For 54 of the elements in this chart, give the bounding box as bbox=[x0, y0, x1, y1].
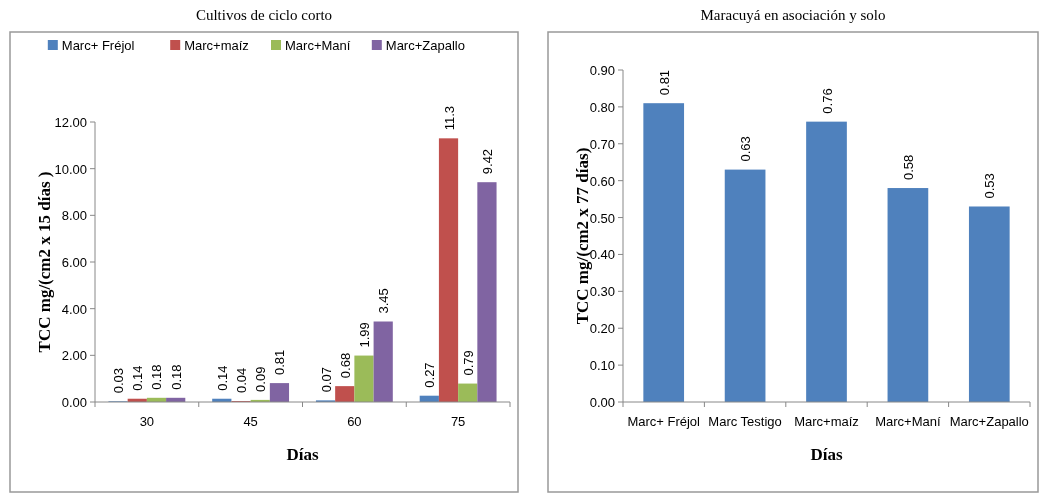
legend-label: Marc+ Fréjol bbox=[61, 38, 135, 53]
data-label: 0.58 bbox=[900, 154, 916, 181]
data-label: 9.42 bbox=[479, 148, 495, 175]
x-tick-label: 30 bbox=[139, 414, 155, 429]
data-label: 0.79 bbox=[460, 350, 476, 376]
y-tick-label: 0.50 bbox=[589, 210, 615, 226]
data-label: 0.81 bbox=[272, 349, 288, 376]
data-label: 0.81 bbox=[656, 69, 672, 96]
x-tick-label: 60 bbox=[347, 414, 362, 429]
y-tick-label: 0.00 bbox=[589, 395, 615, 410]
y-tick-label: 12.00 bbox=[54, 115, 87, 130]
y-tick-label: 2.00 bbox=[61, 348, 87, 364]
data-label: 0.53 bbox=[982, 173, 998, 199]
data-label: 0.18 bbox=[168, 364, 184, 390]
data-label: 0.07 bbox=[318, 367, 334, 393]
data-label: 0.04 bbox=[234, 367, 250, 394]
y-tick-label: 0.80 bbox=[589, 99, 615, 115]
x-tick-label: Marc+ Fréjol bbox=[627, 414, 701, 429]
data-label: 0.14 bbox=[214, 365, 230, 391]
data-label: 0.18 bbox=[149, 364, 165, 390]
y-tick-label: 10.00 bbox=[54, 161, 87, 177]
x-tick-label: Marc Testigo bbox=[708, 414, 782, 429]
legend-label: Marc+Zapallo bbox=[385, 38, 465, 53]
chart-title: Cultivos de ciclo corto bbox=[195, 7, 333, 23]
y-tick-label: 0.10 bbox=[589, 358, 615, 374]
legend-label: Marc+maíz bbox=[184, 38, 249, 53]
data-label: 0.27 bbox=[422, 362, 438, 388]
data-label: 0.68 bbox=[337, 352, 353, 379]
data-label: 11.3 bbox=[441, 105, 457, 131]
data-label: 3.45 bbox=[376, 288, 392, 314]
data-label: 0.14 bbox=[130, 365, 146, 391]
y-tick-label: 4.00 bbox=[61, 301, 87, 317]
x-tick-label: 45 bbox=[243, 414, 258, 429]
data-label: 1.99 bbox=[356, 322, 372, 348]
x-tick-label: 75 bbox=[450, 414, 466, 429]
x-tick-label: Marc+maíz bbox=[794, 414, 859, 429]
y-tick-label: 0.60 bbox=[589, 173, 615, 189]
y-tick-label: 8.00 bbox=[61, 208, 87, 224]
data-label: 0.76 bbox=[819, 88, 835, 114]
legend-label: Marc+Maní bbox=[285, 38, 351, 53]
y-tick-label: 0.00 bbox=[61, 395, 87, 410]
x-axis-title: Días bbox=[810, 445, 843, 464]
data-label: 0.63 bbox=[738, 136, 754, 162]
chart-title: Maracuyá en asociación y solo bbox=[700, 7, 886, 23]
y-tick-label: 0.30 bbox=[589, 284, 615, 300]
x-tick-label: Marc+Zapallo bbox=[949, 414, 1029, 429]
y-tick-label: 6.00 bbox=[61, 255, 87, 270]
y-axis-title: TCC mg/(cm2 x 15 días ) bbox=[35, 171, 54, 353]
data-label: 0.09 bbox=[253, 366, 269, 392]
x-axis-title: Días bbox=[286, 445, 319, 464]
y-tick-label: 0.20 bbox=[589, 321, 615, 337]
x-tick-label: Marc+Maní bbox=[875, 414, 941, 429]
data-label: 0.03 bbox=[111, 367, 127, 394]
y-tick-label: 0.90 bbox=[589, 63, 615, 78]
